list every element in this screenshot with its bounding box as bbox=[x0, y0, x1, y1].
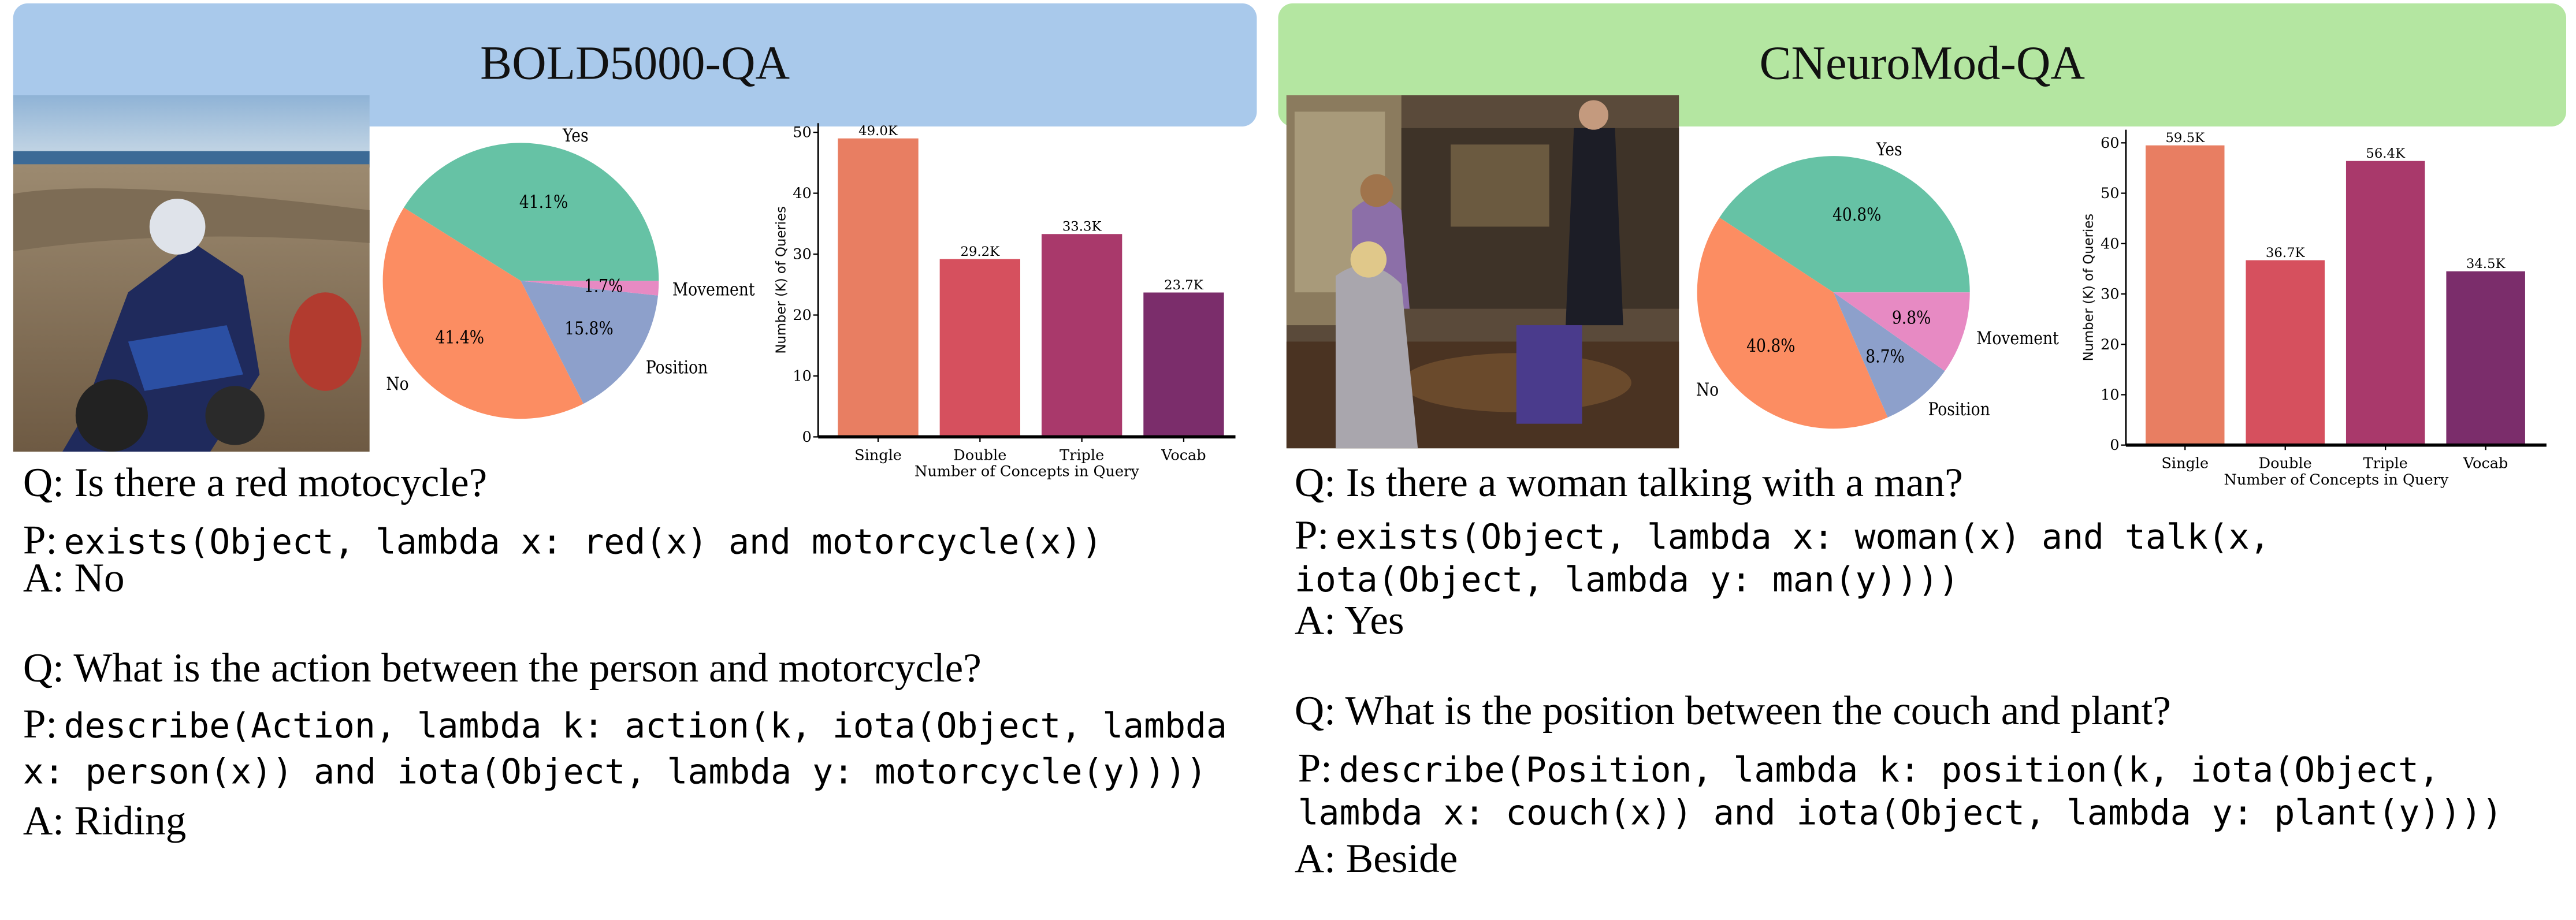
question-text: Q: Is there a woman talking with a man? bbox=[1294, 461, 1963, 506]
bar-vocab bbox=[1143, 292, 1224, 437]
y-tick-label: 20 bbox=[2101, 336, 2120, 353]
bar-value-label: 34.5K bbox=[2466, 256, 2506, 271]
pie-label: Position bbox=[646, 357, 708, 378]
bar-value-label: 59.5K bbox=[2165, 131, 2205, 146]
pie-label: No bbox=[386, 373, 408, 394]
program-prefix: P: bbox=[1298, 747, 1332, 792]
answer-text: A: No bbox=[23, 557, 125, 601]
y-tick-label: 10 bbox=[2101, 386, 2120, 404]
program-prefix: P: bbox=[23, 519, 58, 564]
pie-slice-position bbox=[1833, 292, 1945, 418]
program-code: describe(Position, lambda k: position(k,… bbox=[1339, 750, 2440, 790]
y-tick-label: 50 bbox=[2101, 185, 2120, 202]
x-tick-label: Double bbox=[953, 446, 1006, 464]
x-tick-label: Triple bbox=[1060, 446, 1104, 464]
bar-value-label: 56.4K bbox=[2366, 146, 2406, 161]
bar-value-label: 23.7K bbox=[1164, 278, 1204, 293]
program-prefix: P: bbox=[1294, 514, 1329, 558]
pie-slice-movement bbox=[521, 281, 659, 296]
answer-text: A: Yes bbox=[1294, 599, 1404, 644]
answer-text: A: Riding bbox=[23, 799, 187, 844]
panel-title: CNeuroMod-QA bbox=[1759, 38, 2086, 91]
pie-slice-yes bbox=[403, 143, 659, 281]
y-tick-label: 40 bbox=[2101, 235, 2120, 252]
x-tick-label: Single bbox=[854, 446, 902, 464]
pie-label: No bbox=[1696, 379, 1719, 400]
pie-slice-position bbox=[521, 281, 659, 404]
bar-triple bbox=[2345, 161, 2425, 445]
pie-label: Yes bbox=[562, 125, 589, 146]
x-tick-label: Triple bbox=[2363, 455, 2408, 472]
program-prefix: P: bbox=[23, 703, 58, 747]
y-tick-label: 20 bbox=[793, 307, 812, 324]
x-axis-label: Number of Concepts in Query bbox=[915, 463, 1139, 481]
bar-double bbox=[2246, 260, 2325, 445]
pie-pct-label: 9.8% bbox=[1892, 307, 1931, 328]
y-tick-label: 60 bbox=[2101, 135, 2120, 152]
bar-triple bbox=[1041, 234, 1122, 437]
pie-slice-movement bbox=[1833, 292, 1970, 371]
pie-label: Movement bbox=[672, 279, 755, 300]
bar-value-label: 49.0K bbox=[858, 124, 898, 139]
y-axis-label: Number (K) of Queries bbox=[2081, 214, 2097, 362]
program-code: x: person(x)) and iota(Object, lambda y:… bbox=[23, 752, 1207, 792]
bar-value-label: 36.7K bbox=[2266, 245, 2306, 260]
program-text: P: describe(Action, lambda k: action(k, … bbox=[23, 703, 1227, 749]
program-code: exists(Object, lambda x: red(x) and moto… bbox=[64, 522, 1103, 562]
panel-title: BOLD5000-QA bbox=[480, 38, 790, 91]
bar-vocab bbox=[2446, 271, 2525, 445]
bar-double bbox=[939, 259, 1020, 437]
program-code: describe(Action, lambda k: action(k, iot… bbox=[64, 706, 1227, 746]
pie-label: Position bbox=[1928, 398, 1990, 420]
bar-value-label: 29.2K bbox=[960, 244, 1000, 259]
sitcom-photo bbox=[1286, 95, 1679, 449]
question-text: Q: Is there a red motocycle? bbox=[23, 461, 488, 506]
question-text: Q: What is the position between the couc… bbox=[1294, 690, 2171, 735]
pie-slice-yes bbox=[1719, 156, 1970, 293]
pie-pct-label: 15.8% bbox=[564, 318, 613, 339]
x-tick-label: Vocab bbox=[2463, 455, 2508, 472]
x-axis-label: Number of Concepts in Query bbox=[2224, 471, 2448, 489]
x-tick-label: Vocab bbox=[1161, 446, 1206, 464]
question-text: Q: What is the action between the person… bbox=[23, 647, 982, 692]
bar-value-label: 33.3K bbox=[1062, 219, 1102, 234]
pie-pct-label: 41.4% bbox=[436, 326, 484, 348]
program-code: exists(Object, lambda x: woman(x) and ta… bbox=[1335, 517, 2270, 557]
pie-label: Movement bbox=[1976, 327, 2059, 349]
pie-pct-label: 41.1% bbox=[519, 191, 568, 213]
program-text: P: describe(Position, lambda k: position… bbox=[1298, 747, 2440, 794]
pie-pct-label: 40.8% bbox=[1746, 335, 1795, 356]
x-tick-label: Double bbox=[2259, 455, 2312, 472]
x-tick-label: Single bbox=[2161, 455, 2209, 472]
y-tick-label: 0 bbox=[802, 429, 812, 446]
program-code: iota(Object, lambda y: man(y)))) bbox=[1294, 560, 1960, 599]
y-tick-label: 30 bbox=[2101, 286, 2120, 303]
y-tick-label: 40 bbox=[793, 185, 812, 202]
pie-pct-label: 1.7% bbox=[584, 275, 623, 296]
pie-pct-label: 40.8% bbox=[1832, 204, 1881, 225]
pie-slice-no bbox=[1697, 217, 1888, 429]
y-tick-label: 10 bbox=[793, 368, 812, 385]
program-text: P: exists(Object, lambda x: woman(x) and… bbox=[1295, 514, 2270, 560]
bar-single bbox=[838, 138, 919, 437]
bar-single bbox=[2146, 145, 2225, 445]
y-tick-label: 30 bbox=[793, 246, 812, 263]
program-text: P: exists(Object, lambda x: red(x) and m… bbox=[23, 519, 1102, 565]
pie-slice-no bbox=[382, 207, 583, 419]
motocross-photo bbox=[13, 95, 370, 452]
y-axis-label: Number (K) of Queries bbox=[774, 206, 789, 354]
y-tick-label: 50 bbox=[793, 124, 812, 141]
answer-text: A: Beside bbox=[1294, 837, 1458, 882]
y-tick-label: 0 bbox=[2110, 437, 2119, 454]
program-code: lambda x: couch(x)) and iota(Object, lam… bbox=[1298, 793, 2503, 833]
pie-pct-label: 8.7% bbox=[1865, 345, 1905, 367]
pie-label: Yes bbox=[1876, 139, 1902, 160]
